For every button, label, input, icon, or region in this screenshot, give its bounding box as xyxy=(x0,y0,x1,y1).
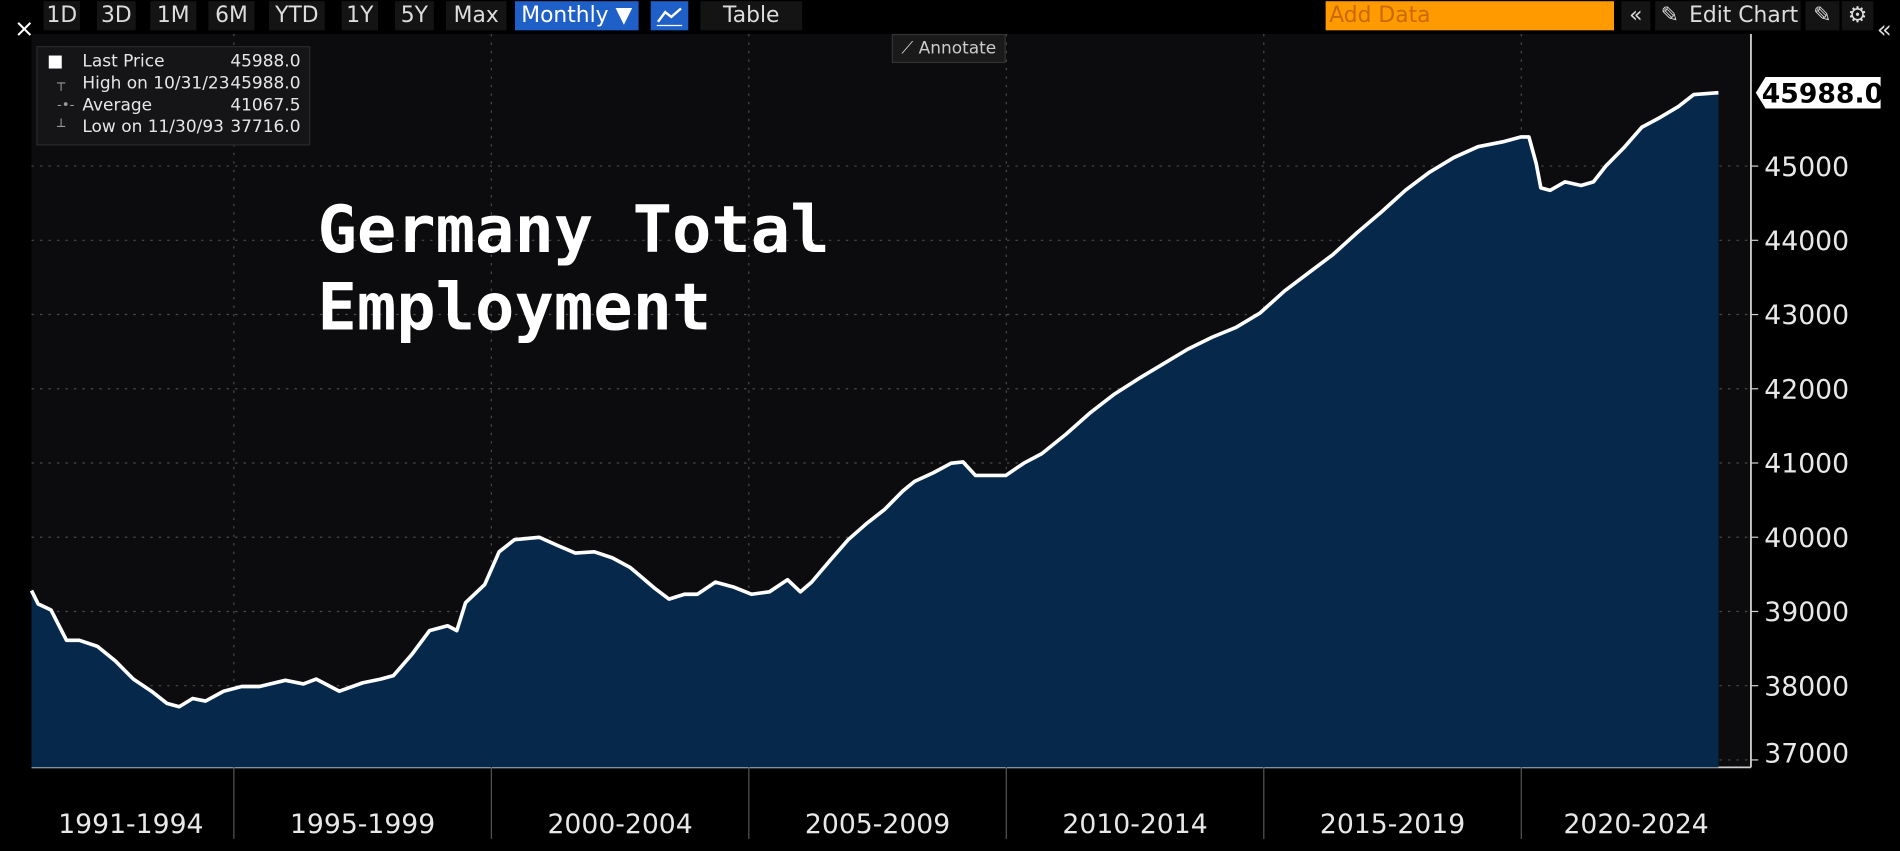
x-tick-label: 1995-1999 xyxy=(290,809,435,840)
range-button[interactable]: Max xyxy=(445,1,507,31)
table-button[interactable]: Table xyxy=(700,1,803,31)
range-button[interactable]: 1M xyxy=(150,1,197,31)
legend: Last Price 45988.0 ■ High on 10/31/23 45988.… xyxy=(36,46,311,146)
annotate-icon: ⟋ xyxy=(901,38,919,59)
legend-value: 41067.5 xyxy=(230,95,301,116)
edit-chart-button[interactable]: Edit Chart xyxy=(1655,1,1801,31)
range-button[interactable]: YTD xyxy=(269,1,325,31)
y-tick-label: 40000 xyxy=(1764,523,1849,554)
x-tick-label: 2000-2004 xyxy=(547,809,692,840)
legend-value: 37716.0 xyxy=(230,117,301,137)
range-button[interactable]: 6M xyxy=(208,1,255,31)
y-tick-label: 45000 xyxy=(1764,152,1849,183)
y-tick-label: 43000 xyxy=(1764,300,1849,331)
legend-glyph: ┴ xyxy=(56,118,65,135)
y-tick-label: 37000 xyxy=(1764,739,1849,770)
range-button[interactable]: 1D xyxy=(43,1,80,31)
x-tick-label: 2020-2024 xyxy=(1563,809,1708,840)
legend-label: Average xyxy=(82,95,153,116)
collapse-button[interactable]: « xyxy=(1621,1,1651,31)
legend-label: Last Price xyxy=(82,52,165,72)
settings-icon[interactable]: ⚙ xyxy=(1841,1,1874,31)
chart-type-button[interactable] xyxy=(650,1,689,31)
y-tick-label: 39000 xyxy=(1764,597,1849,628)
y-tick-label: 38000 xyxy=(1764,671,1849,702)
legend-row: Last Price 45988.0 xyxy=(82,51,300,73)
last-price-box xyxy=(1755,76,1881,109)
legend-glyph: -•- xyxy=(56,96,75,113)
x-tick-label: 2005-2009 xyxy=(805,809,950,840)
x-tick-label: 2015-2019 xyxy=(1320,809,1465,840)
x-tick-label: 2010-2014 xyxy=(1062,809,1207,840)
area xyxy=(31,92,1719,768)
last-price-label: 45988.0 xyxy=(1762,78,1883,109)
line-icon xyxy=(656,7,683,27)
legend-glyph: ■ xyxy=(47,52,64,72)
y-tick-label: 42000 xyxy=(1764,374,1849,405)
annotate-button[interactable]: ⟋ Annotate xyxy=(891,33,1006,64)
line xyxy=(29,90,1719,709)
annotate-label: Annotate xyxy=(918,38,997,59)
legend-row: Low on 11/30/93 37716.0 xyxy=(82,116,300,138)
close-icon[interactable]: × xyxy=(14,14,34,42)
range-button[interactable]: 1Y xyxy=(341,1,379,31)
pencil-icon: ✎ xyxy=(1660,2,1679,28)
y-tick-label: 44000 xyxy=(1764,226,1849,257)
legend-row: Average 41067.5 xyxy=(82,95,300,117)
legend-row: High on 10/31/23 45988.0 xyxy=(82,73,300,95)
legend-label: Low on 11/30/93 xyxy=(82,117,224,137)
range-button[interactable]: 3D xyxy=(96,1,136,31)
chart-title: Germany Total Employment xyxy=(317,191,830,346)
legend-value: 45988.0 xyxy=(230,52,301,72)
legend-label: High on 10/31/23 xyxy=(82,73,230,94)
edit-icon[interactable]: ✎ xyxy=(1805,1,1840,31)
x-tick-label: 1991-1994 xyxy=(58,809,203,840)
y-tick-label: 41000 xyxy=(1764,449,1849,480)
interval-button[interactable]: Monthly ▼ xyxy=(514,1,639,31)
collapse-icon[interactable]: « xyxy=(1877,16,1892,44)
legend-value: 45988.0 xyxy=(230,73,301,94)
add-data-input[interactable]: Add Data xyxy=(1325,1,1615,31)
legend-glyph: ┬ xyxy=(56,75,65,91)
range-button[interactable]: 5Y xyxy=(395,1,434,31)
